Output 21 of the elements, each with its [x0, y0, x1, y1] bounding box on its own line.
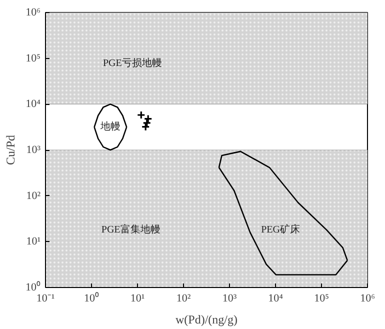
x-tick-label: 10³	[222, 292, 238, 304]
x-tick-label: 10⁰	[84, 292, 99, 304]
x-tick-label: 10¹	[130, 292, 145, 304]
annotation: PGE富集地幔	[101, 223, 160, 236]
y-tick-label: 10⁴	[26, 98, 41, 110]
x-tick-label: 10⁻¹	[36, 292, 55, 304]
y-tick-label: 10³	[26, 144, 42, 156]
y-tick-label: 10⁰	[26, 280, 40, 294]
x-tick-label: 10⁵	[314, 292, 330, 304]
y-tick-label: 10¹	[26, 236, 41, 248]
y-axis-title: Cu/Pd	[4, 134, 18, 166]
x-tick-label: 10⁶	[360, 292, 376, 304]
y-tick-label: 10²	[26, 190, 42, 202]
y-tick-label: 10⁵	[26, 52, 41, 64]
x-tick-label: 10²	[176, 292, 192, 304]
x-tick-label: 10⁴	[268, 292, 284, 304]
x-axis-title: w(Pd)/(ng/g)	[176, 312, 238, 326]
annotation: PGE亏损地幔	[102, 56, 162, 69]
annotation: 地幔	[100, 120, 121, 133]
y-tick-label: 10⁶	[26, 6, 41, 18]
annotation: PEG矿床	[261, 223, 300, 236]
